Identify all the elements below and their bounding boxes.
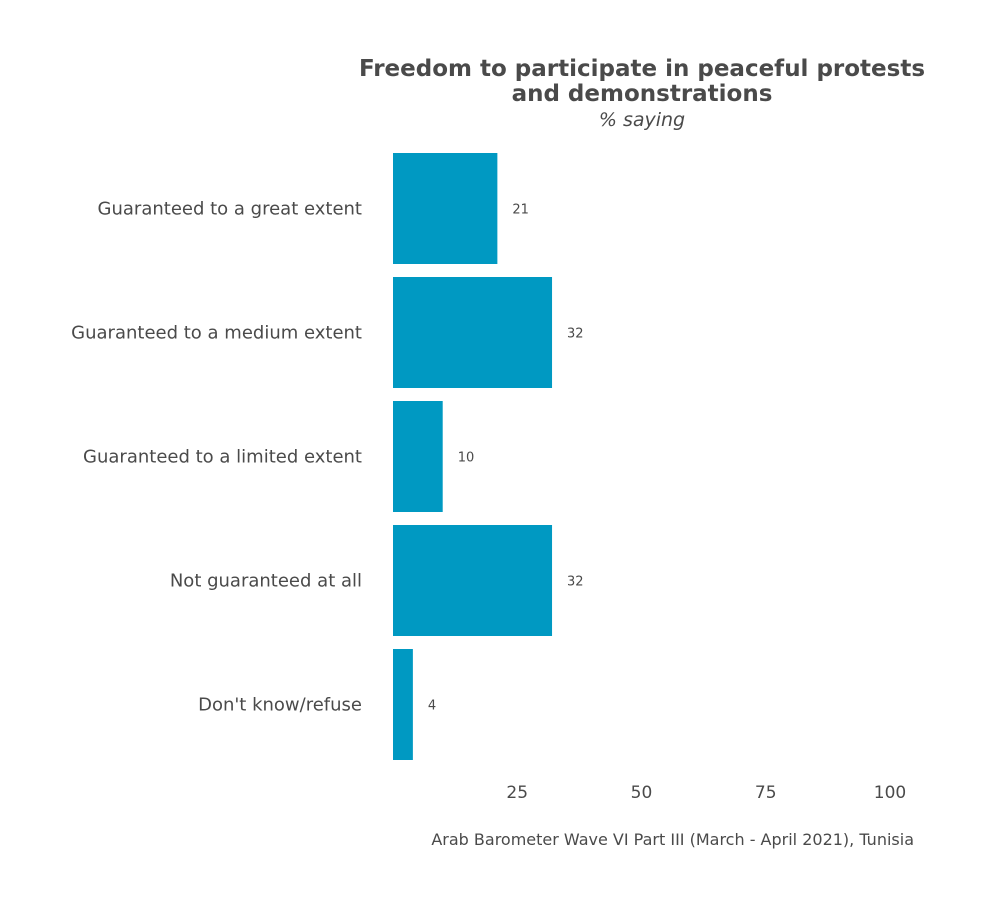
x-tick-label-1: 50 [631,783,653,803]
category-label-1: Guaranteed to a medium extent [71,323,362,344]
bar-2 [393,401,443,512]
value-label-1: 32 [567,327,584,342]
category-label-0: Guaranteed to a great extent [98,199,362,220]
chart-caption: Arab Barometer Wave VI Part III (March -… [431,830,914,849]
bar-3 [393,525,553,636]
chart-subtitle: % saying [599,109,685,131]
category-label-3: Not guaranteed at all [170,571,362,592]
value-label-4: 4 [428,699,436,714]
x-tick-label-0: 25 [506,783,528,803]
chart-title-line-2: and demonstrations [512,81,773,107]
category-label-2: Guaranteed to a limited extent [83,447,362,468]
x-tick-label-2: 75 [755,783,777,803]
bar-1 [393,277,553,388]
bar-4 [393,649,413,760]
value-label-3: 32 [567,575,584,590]
x-tick-label-3: 100 [874,783,906,803]
chart-title-line-1: Freedom to participate in peaceful prote… [359,56,925,82]
x-axis: 25 50 75 100 [506,783,906,803]
category-label-4: Don't know/refuse [198,695,362,716]
value-label-2: 10 [458,451,475,466]
bars-group: Guaranteed to a great extent 21 Guaranteed… [71,153,584,760]
value-label-0: 21 [512,203,529,218]
bar-0 [393,153,498,264]
